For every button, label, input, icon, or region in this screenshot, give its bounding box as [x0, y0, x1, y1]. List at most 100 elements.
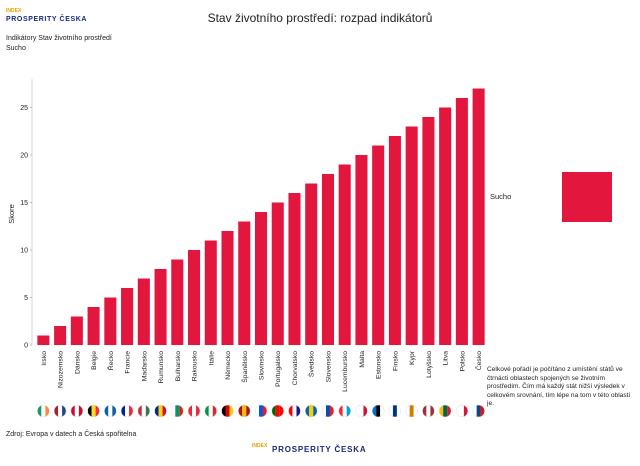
bar — [154, 269, 167, 345]
flag — [443, 405, 448, 417]
flag — [158, 405, 163, 417]
flag-border — [438, 404, 452, 418]
flag — [376, 405, 381, 417]
bar — [104, 297, 117, 345]
bar — [338, 164, 351, 345]
bar — [188, 250, 201, 345]
x-tick-label: Irsko — [41, 351, 48, 366]
flag — [212, 405, 217, 417]
flag — [179, 405, 184, 417]
flag-border — [37, 404, 50, 418]
flag — [175, 405, 180, 417]
flag — [363, 405, 368, 417]
flag-border — [120, 404, 134, 418]
flag — [459, 405, 464, 417]
bar — [388, 136, 401, 345]
bar — [238, 221, 251, 345]
bar — [405, 126, 418, 345]
flag-border — [405, 404, 418, 418]
flag-border — [238, 404, 251, 418]
flag-border — [104, 404, 117, 418]
y-axis-label: Skore — [7, 204, 16, 224]
bar — [455, 98, 468, 345]
flag — [346, 405, 351, 417]
bar — [87, 307, 100, 345]
x-tick-label: Slovinsko — [259, 351, 266, 380]
chart-title: Stav životního prostředí: rozpad indikát… — [208, 11, 433, 25]
flag — [204, 405, 209, 417]
logo-main: PROSPERITY ČESKA — [272, 445, 366, 454]
flag — [208, 405, 213, 417]
flag — [359, 405, 364, 417]
flag-border — [288, 404, 301, 418]
flag — [37, 405, 42, 417]
bar — [54, 326, 67, 345]
x-tick-label: Kypr — [409, 350, 416, 365]
x-tick-label: Slovensko — [325, 351, 332, 383]
flag — [396, 405, 401, 417]
flag — [325, 405, 330, 417]
flag — [455, 405, 460, 417]
bar — [372, 145, 385, 345]
flag — [87, 405, 92, 417]
bar — [321, 174, 334, 345]
source: Zdroj: Evropa v datech a Česká spořiteln… — [6, 429, 136, 438]
flag — [246, 405, 251, 417]
flag — [58, 405, 63, 417]
flag — [372, 405, 377, 417]
flag — [430, 405, 435, 417]
x-tick-label: Švédsko — [307, 351, 316, 377]
flag — [145, 405, 150, 417]
flag — [313, 405, 318, 417]
legend-swatch — [562, 172, 612, 222]
y-tick-label: 10 — [20, 248, 28, 255]
y-tick-label: 5 — [24, 295, 28, 302]
flag — [463, 405, 468, 417]
flag — [255, 405, 259, 417]
flag — [422, 405, 427, 417]
flag — [405, 405, 410, 417]
flag — [104, 405, 109, 417]
flag — [305, 405, 310, 417]
flag — [225, 405, 230, 417]
flag — [78, 405, 83, 417]
bar — [422, 117, 435, 345]
y-tick-label: 25 — [20, 105, 28, 112]
flag — [338, 405, 343, 417]
flag — [288, 405, 293, 417]
x-tick-label: Malta — [359, 351, 366, 368]
flag-border — [355, 404, 368, 418]
flag — [380, 405, 385, 417]
subtitle: Sucho — [6, 45, 26, 52]
bar — [305, 183, 318, 345]
bar — [355, 155, 368, 345]
x-tick-label: Finsko — [392, 351, 399, 371]
bar — [271, 202, 284, 345]
flag-border — [154, 404, 167, 418]
flag-border — [171, 404, 184, 418]
x-tick-label: Lucembursko — [342, 351, 349, 392]
flag — [292, 405, 297, 417]
flag — [271, 405, 276, 417]
flag — [296, 405, 301, 417]
flag — [392, 405, 397, 417]
flag-border — [70, 404, 84, 418]
x-tick-label: Francie — [125, 351, 132, 374]
bar — [221, 231, 234, 345]
x-tick-label: Česko — [474, 351, 483, 370]
logo-small: INDEX — [6, 8, 22, 14]
flag — [342, 405, 347, 417]
flag — [259, 405, 263, 417]
flag — [108, 405, 113, 417]
flag — [41, 405, 46, 417]
flag-border — [422, 404, 435, 418]
bar — [137, 278, 150, 345]
flag-border — [455, 404, 469, 418]
flag-border — [87, 404, 100, 418]
flag — [279, 405, 284, 417]
flag-border — [53, 404, 67, 418]
flag — [229, 405, 234, 417]
x-tick-label: Litva — [443, 351, 450, 366]
bar — [254, 212, 268, 345]
